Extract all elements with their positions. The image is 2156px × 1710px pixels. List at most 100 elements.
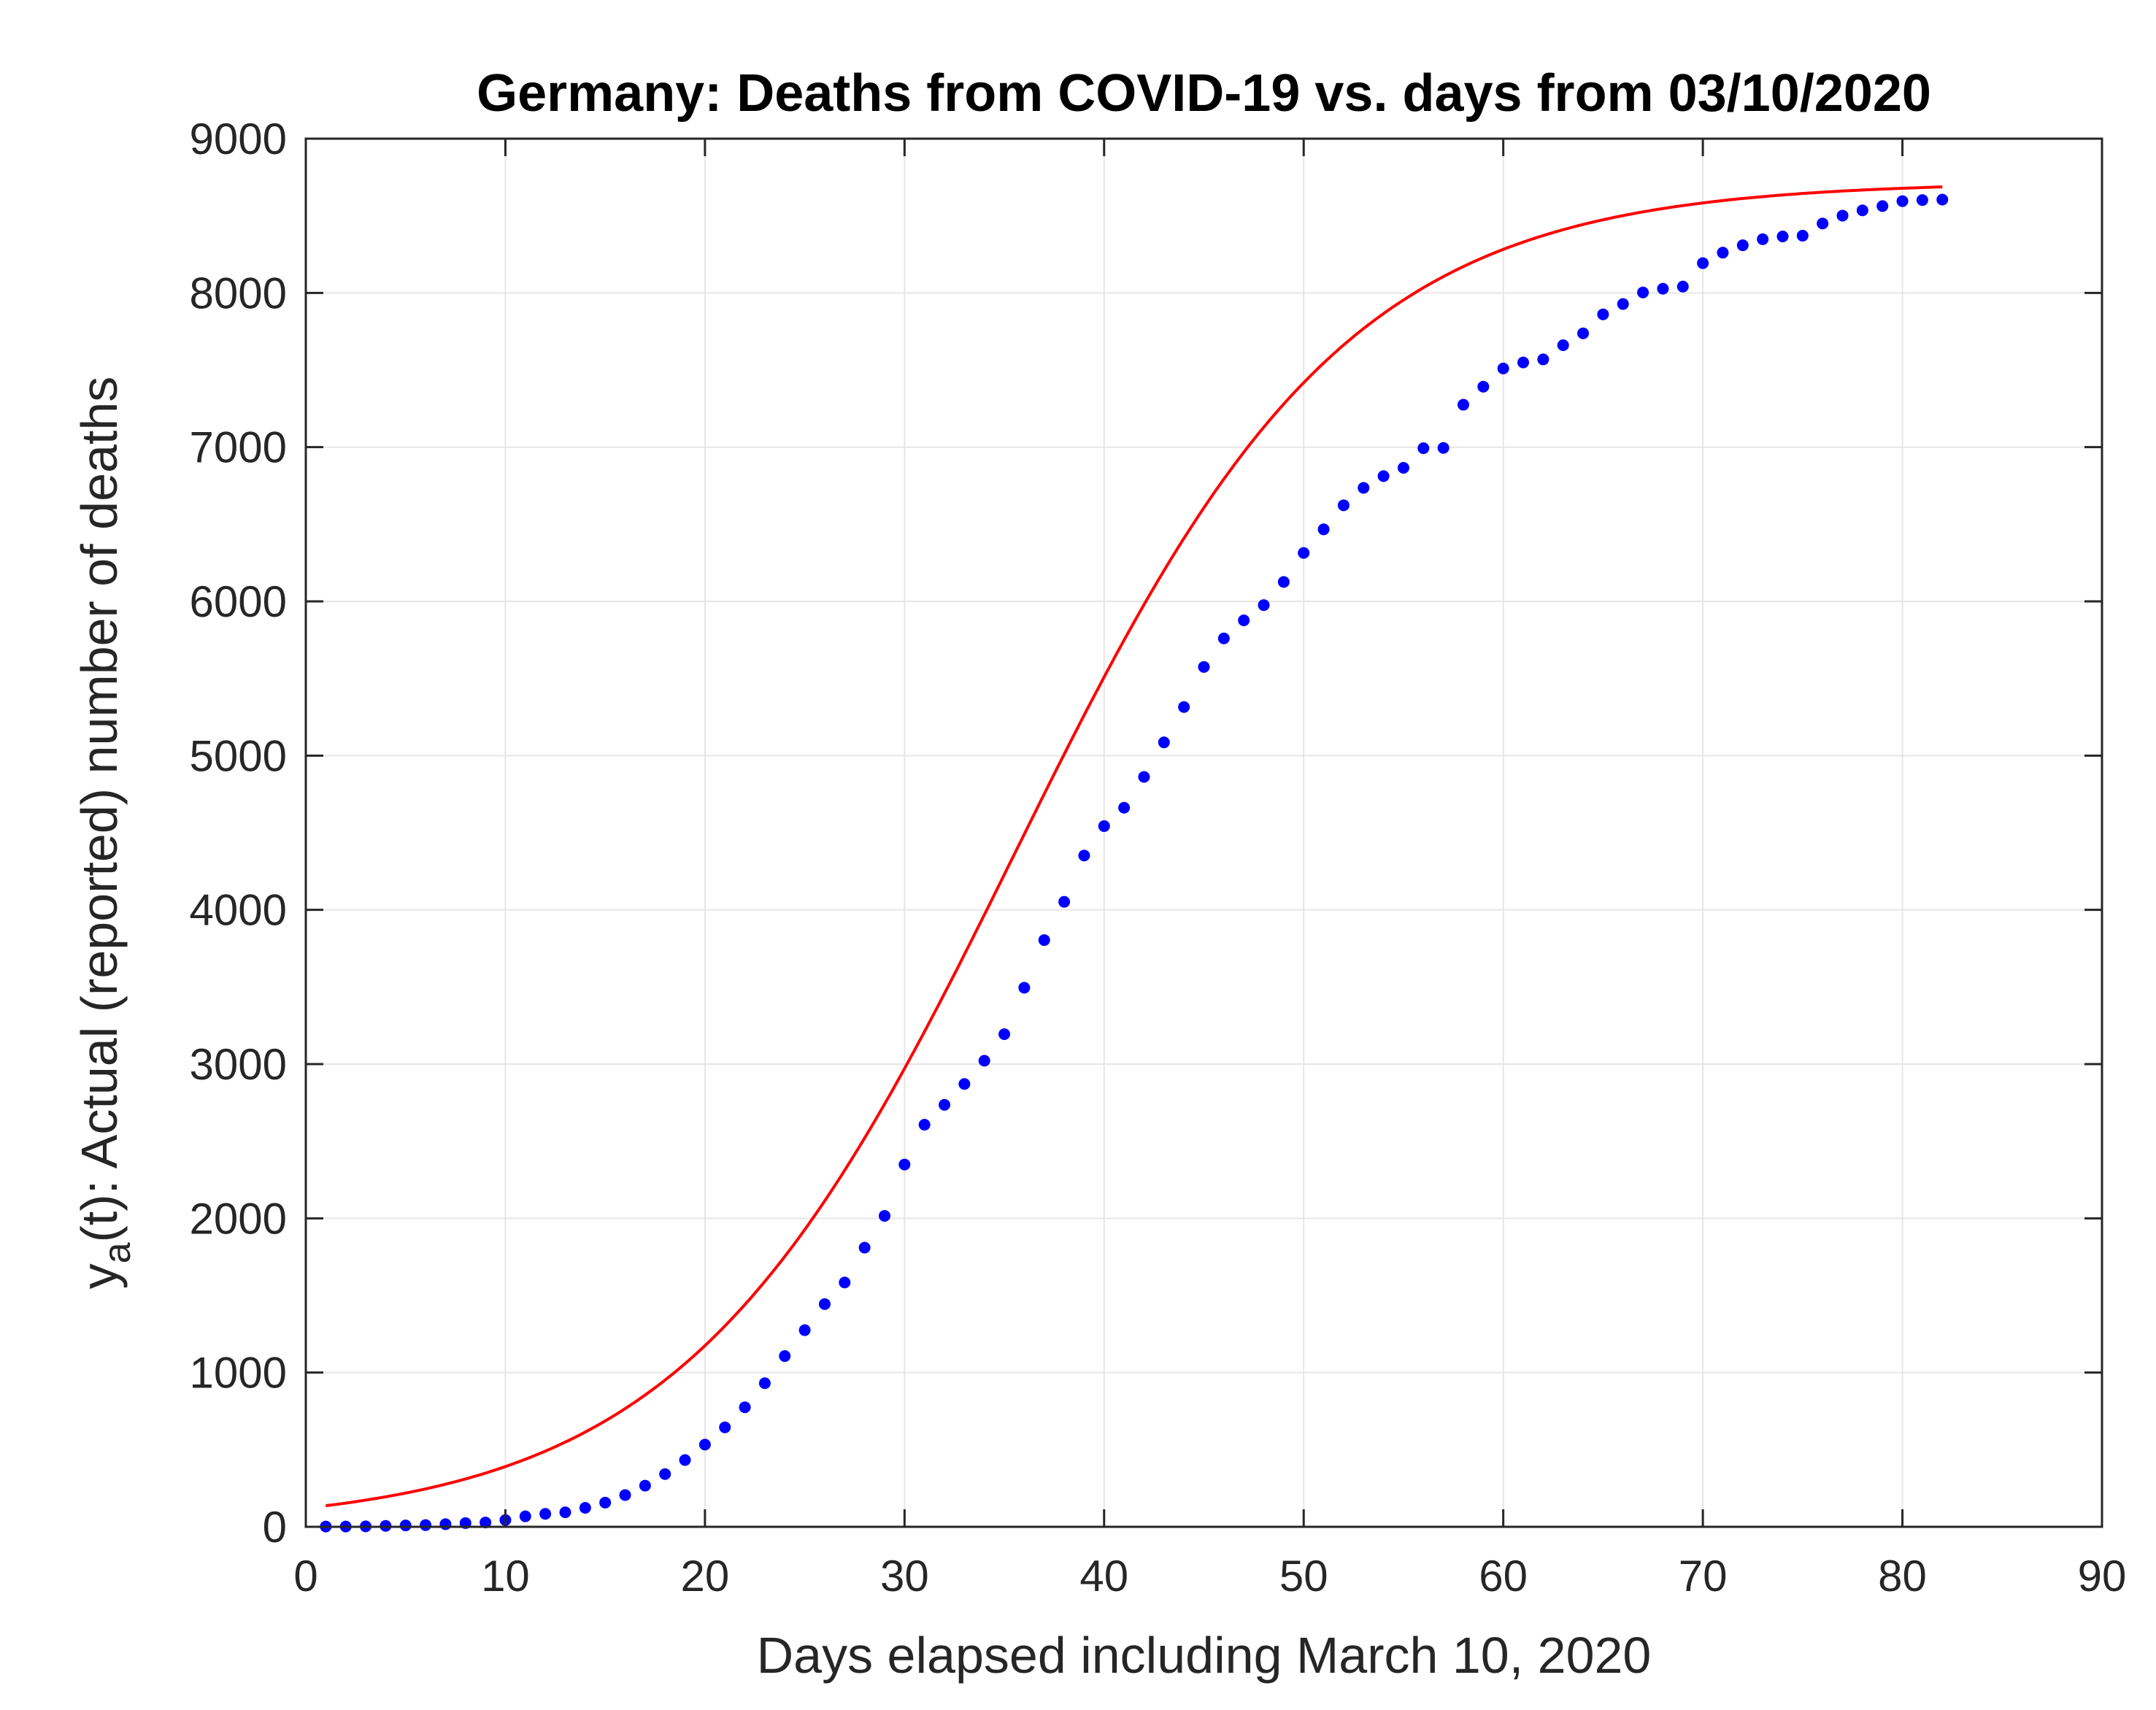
data-point: [1058, 896, 1071, 908]
data-point: [1736, 239, 1749, 252]
y-tick-label: 4000: [190, 886, 287, 935]
data-point: [1098, 820, 1110, 832]
y-tick-label: 3000: [190, 1040, 287, 1089]
data-point: [1238, 614, 1250, 626]
data-point: [939, 1098, 951, 1111]
data-point: [898, 1158, 911, 1171]
data-point: [758, 1377, 771, 1390]
data-point: [1417, 442, 1430, 455]
axis-ticks: 0 10 20 30 40 50 60 70 80 90 0 1000 2000 3000 4000 5000…: [190, 115, 2127, 1601]
data-point: [1078, 850, 1090, 862]
plot-frame: [304, 137, 2103, 1528]
x-tick-label: 10: [481, 1552, 530, 1601]
data-point: [1717, 247, 1729, 259]
y-tick-label: 0: [263, 1503, 287, 1552]
data-point: [1118, 801, 1131, 814]
data-point: [420, 1519, 432, 1531]
y-tick-label: 9000: [190, 115, 287, 163]
x-tick-label: 90: [2078, 1552, 2127, 1601]
x-tick-label: 0: [293, 1552, 317, 1601]
y-axis-label-base: y: [71, 1263, 128, 1289]
data-point: [1597, 308, 1609, 320]
data-point: [698, 1439, 711, 1451]
data-point: [1377, 470, 1390, 482]
data-point: [1258, 599, 1270, 612]
data-point: [858, 1241, 871, 1254]
data-point: [1517, 356, 1530, 369]
data-point: [1557, 339, 1569, 351]
data-point: [1537, 353, 1549, 366]
data-point: [1358, 482, 1370, 494]
data-point: [1637, 286, 1649, 299]
data-point: [559, 1506, 571, 1519]
data-point: [1776, 230, 1789, 242]
y-tick-label: 8000: [190, 269, 287, 317]
x-tick-label: 20: [681, 1552, 730, 1601]
x-tick-label: 60: [1479, 1552, 1528, 1601]
data-point: [1796, 229, 1809, 242]
data-point: [918, 1119, 931, 1131]
fit-curve: [326, 185, 1943, 1508]
data-point: [779, 1350, 791, 1363]
data-point: [1138, 771, 1150, 783]
data-point: [519, 1510, 531, 1522]
data-point: [878, 1209, 890, 1222]
data-point: [1277, 576, 1290, 588]
data-point: [439, 1518, 452, 1530]
data-point: [1657, 282, 1669, 295]
plot-area: [306, 139, 2102, 1527]
data-point: [1298, 547, 1310, 559]
data-point: [1876, 200, 1889, 212]
data-point: [1916, 194, 1928, 207]
y-axis-label: ya(t): Actual (reported) number of death…: [71, 377, 139, 1290]
y-axis-label-subscript: a: [96, 1242, 139, 1263]
data-point: [639, 1479, 651, 1492]
data-point: [539, 1508, 552, 1520]
data-point: [1817, 217, 1829, 230]
data-point: [1856, 204, 1868, 217]
data-points-group: [320, 193, 1949, 1533]
x-tick-label: 80: [1878, 1552, 1927, 1601]
data-point: [1497, 362, 1509, 374]
data-point: [1477, 380, 1490, 393]
data-point: [818, 1298, 831, 1310]
data-point: [1697, 257, 1709, 269]
data-point: [1757, 233, 1769, 245]
data-point: [399, 1520, 412, 1532]
data-point: [1317, 523, 1330, 536]
y-tick-label: 1000: [190, 1349, 287, 1398]
y-axis-label-rest: (t): Actual (reported) number of deaths: [71, 377, 128, 1243]
y-tick-label: 5000: [190, 731, 287, 780]
data-point: [839, 1276, 851, 1289]
data-point: [739, 1401, 751, 1414]
data-point: [1018, 982, 1031, 994]
chart-title: Germany: Deaths from COVID-19 vs. days f…: [477, 64, 1931, 123]
data-point: [798, 1324, 811, 1336]
data-point: [1198, 660, 1210, 673]
data-point: [659, 1468, 671, 1480]
data-point: [1836, 209, 1849, 222]
data-point: [480, 1517, 492, 1529]
x-tick-label: 50: [1279, 1552, 1328, 1601]
data-point: [1936, 193, 1949, 206]
data-point: [1896, 195, 1909, 207]
data-point: [679, 1454, 691, 1466]
x-tick-label: 30: [880, 1552, 929, 1601]
y-tick-label: 6000: [190, 577, 287, 626]
data-point: [1158, 736, 1170, 749]
fit-curve-group: [326, 185, 1943, 1508]
data-point: [1178, 701, 1190, 713]
data-point: [998, 1028, 1011, 1041]
data-point: [1038, 934, 1050, 947]
data-point: [719, 1421, 731, 1433]
x-tick-label: 70: [1679, 1552, 1728, 1601]
y-tick-label: 2000: [190, 1194, 287, 1243]
x-axis-label: Days elapsed including March 10, 2020: [757, 1627, 1652, 1684]
data-point: [978, 1055, 990, 1067]
x-tick-label: 40: [1079, 1552, 1128, 1601]
data-point: [619, 1489, 631, 1501]
data-point: [958, 1078, 971, 1090]
data-point: [1577, 327, 1590, 339]
data-point: [1676, 280, 1689, 293]
